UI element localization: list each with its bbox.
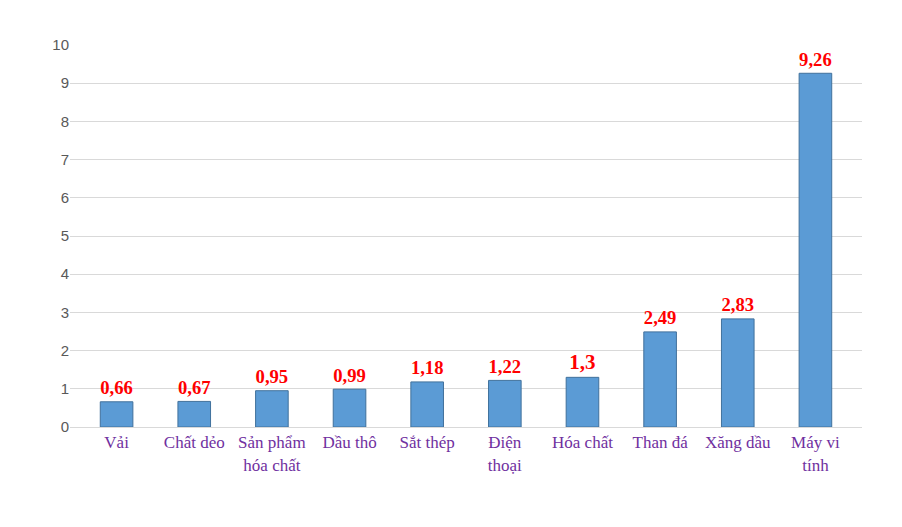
svg-text:2: 2	[61, 342, 69, 359]
svg-text:4: 4	[61, 265, 69, 282]
svg-text:Sắt thép: Sắt thép	[400, 433, 455, 452]
svg-text:1,22: 1,22	[489, 356, 522, 377]
svg-text:1: 1	[61, 380, 69, 397]
svg-text:Máy vitính: Máy vitính	[791, 433, 840, 474]
svg-text:Vải: Vải	[104, 433, 129, 452]
svg-text:0,99: 0,99	[333, 365, 366, 386]
svg-text:6: 6	[61, 189, 69, 206]
svg-text:0,66: 0,66	[100, 377, 133, 398]
svg-text:3: 3	[61, 304, 69, 321]
svg-text:Than đá: Than đá	[633, 433, 689, 452]
svg-text:1,3: 1,3	[569, 350, 595, 374]
svg-text:10: 10	[52, 36, 69, 53]
svg-text:0,95: 0,95	[256, 366, 289, 387]
svg-text:Dầu thô: Dầu thô	[322, 433, 376, 452]
svg-text:Xăng dầu: Xăng dầu	[705, 433, 771, 452]
svg-text:Chất dẻo: Chất dẻo	[164, 433, 225, 452]
svg-text:0,67: 0,67	[178, 377, 211, 398]
svg-text:8: 8	[61, 113, 69, 130]
svg-text:5: 5	[61, 227, 69, 244]
svg-text:1,18: 1,18	[411, 357, 444, 378]
svg-text:2,83: 2,83	[721, 294, 754, 315]
svg-text:0: 0	[61, 418, 69, 435]
svg-text:2,49: 2,49	[644, 307, 677, 328]
svg-text:9: 9	[61, 74, 69, 91]
svg-text:7: 7	[61, 151, 69, 168]
svg-text:9,26: 9,26	[799, 49, 832, 70]
svg-text:Điệnthoại: Điệnthoại	[488, 433, 522, 474]
svg-text:Hóa chất: Hóa chất	[552, 433, 613, 452]
svg-text:Sản phẩmhóa chất: Sản phẩmhóa chất	[238, 433, 306, 474]
